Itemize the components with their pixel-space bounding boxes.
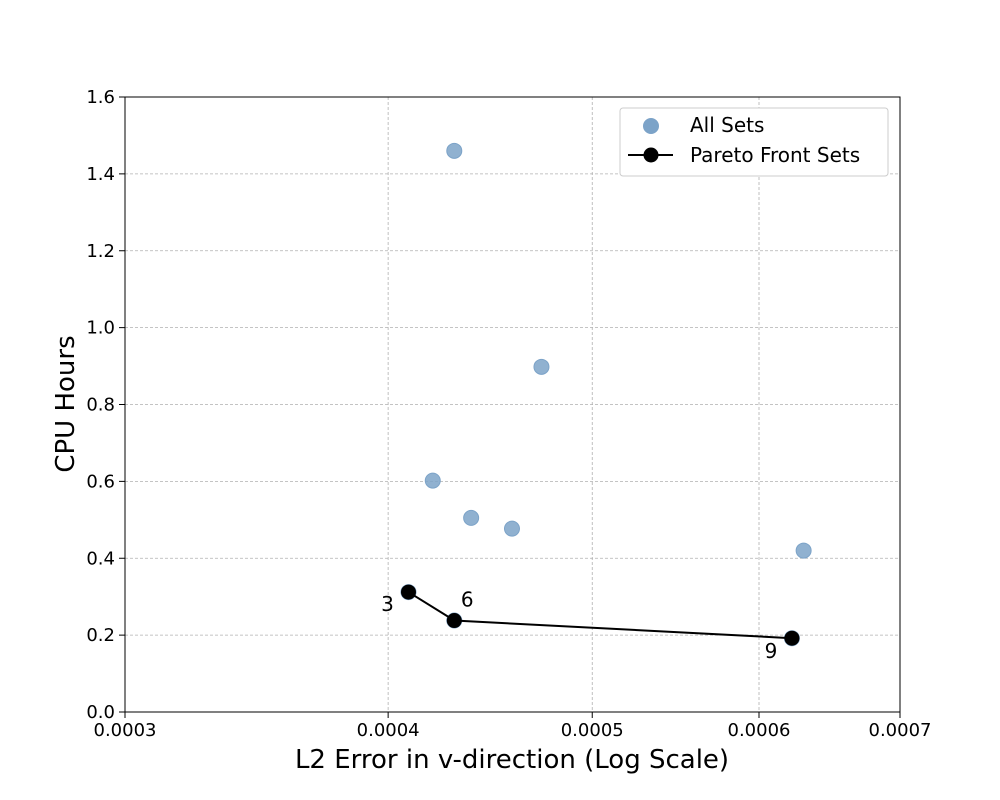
- legend: All Sets Pareto Front Sets: [619, 107, 889, 177]
- all-sets-point: [503, 520, 520, 537]
- x-tick-label: 0.0004: [357, 720, 420, 741]
- pareto-front-point: [400, 584, 416, 600]
- all-sets-point: [446, 142, 463, 159]
- point-labels: 3 6 9: [381, 588, 777, 664]
- all-sets-point: [795, 542, 812, 559]
- y-axis-title: CPU Hours: [51, 335, 81, 472]
- legend-box: [619, 107, 889, 177]
- grid: [125, 97, 900, 712]
- pareto-front-point: [784, 630, 800, 646]
- legend-label-all-sets: All Sets: [690, 113, 764, 137]
- y-tick-label: 1.6: [86, 87, 115, 108]
- pareto-point-label: 9: [765, 639, 778, 663]
- y-tick-label: 1.4: [86, 164, 115, 185]
- all-sets-point: [463, 509, 480, 526]
- x-tick-label: 0.0005: [561, 720, 624, 741]
- x-axis-title: L2 Error in v-direction (Log Scale): [295, 745, 729, 775]
- data-points: [400, 142, 812, 647]
- x-tick-label: 0.0003: [94, 720, 157, 741]
- y-tick-label: 0.4: [86, 548, 115, 569]
- pareto-point-label: 6: [461, 588, 474, 612]
- legend-marker-pareto: [643, 147, 659, 163]
- pareto-point-label: 3: [381, 592, 394, 616]
- legend-label-pareto: Pareto Front Sets: [690, 143, 860, 167]
- y-tick-label: 1.2: [86, 241, 115, 262]
- x-tick-label: 0.0007: [869, 720, 932, 741]
- y-tick-label: 0.8: [86, 395, 115, 416]
- all-sets-point: [424, 472, 441, 489]
- y-tick-label: 1.0: [86, 318, 115, 339]
- y-tick-label: 0.2: [86, 625, 115, 646]
- ticks: 0.0 0.2 0.4 0.6 0.8 1.0 1.2 1.4 1.6 0.0003 0.0004 0…: [86, 87, 931, 741]
- y-tick-label: 0.6: [86, 471, 115, 492]
- x-tick-label: 0.0006: [728, 720, 791, 741]
- all-sets-point: [533, 358, 550, 375]
- pareto-front-point: [446, 613, 462, 629]
- y-tick-label: 0.0: [86, 702, 115, 723]
- legend-marker-all-sets: [643, 118, 659, 134]
